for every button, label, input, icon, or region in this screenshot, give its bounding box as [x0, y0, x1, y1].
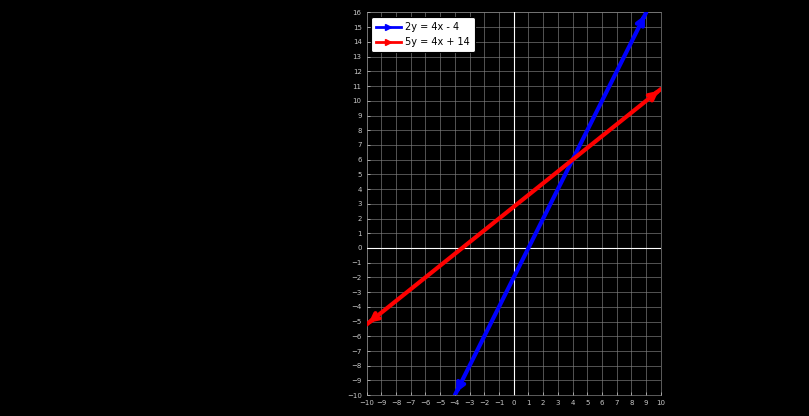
Legend: 2y = 4x - 4, 5y = 4x + 14: 2y = 4x - 4, 5y = 4x + 14	[371, 17, 475, 52]
